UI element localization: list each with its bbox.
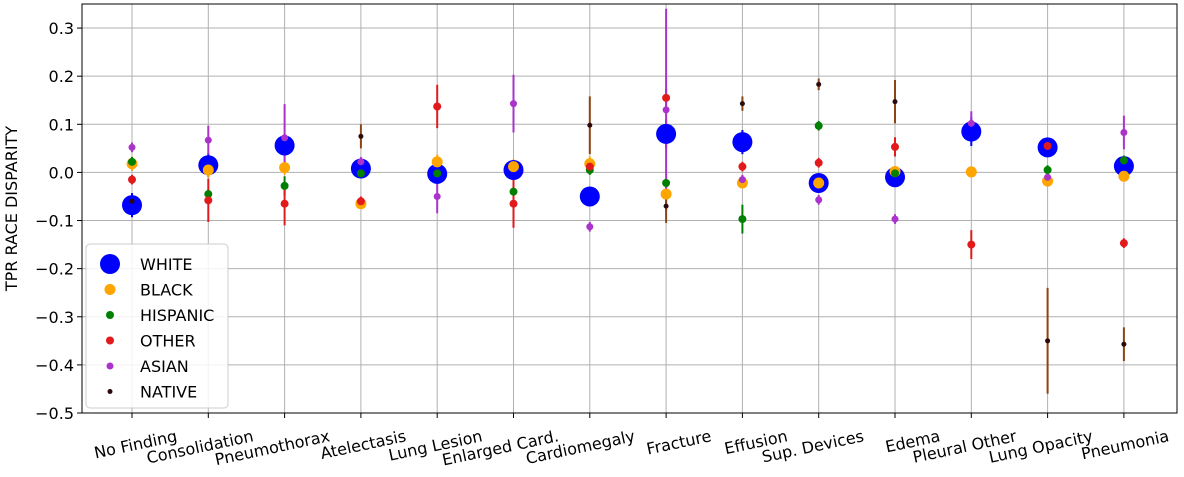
legend-marker-other bbox=[106, 336, 114, 345]
point-black bbox=[1118, 170, 1130, 182]
point-asian bbox=[586, 223, 594, 231]
legend-marker-asian bbox=[106, 362, 114, 370]
point-black bbox=[813, 177, 825, 189]
point-white bbox=[579, 186, 600, 207]
point-asian bbox=[738, 176, 746, 184]
point-native bbox=[739, 101, 745, 107]
point-native bbox=[129, 198, 135, 204]
point-asian bbox=[433, 192, 441, 200]
legend-label-hispanic: HISPANIC bbox=[140, 306, 214, 325]
point-native bbox=[1121, 341, 1127, 347]
point-white bbox=[1113, 156, 1134, 177]
point-other bbox=[585, 162, 594, 171]
point-asian bbox=[357, 158, 365, 166]
point-native bbox=[663, 203, 669, 209]
legend-label-other: OTHER bbox=[140, 332, 196, 351]
legend-label-asian: ASIAN bbox=[140, 357, 189, 376]
point-asian bbox=[128, 143, 136, 151]
point-hispanic bbox=[204, 190, 213, 199]
y-tick-label: 0.2 bbox=[49, 67, 74, 86]
point-other bbox=[1119, 239, 1128, 248]
legend-label-white: WHITE bbox=[140, 255, 192, 274]
point-asian bbox=[815, 196, 823, 204]
point-other bbox=[814, 158, 823, 167]
point-black bbox=[508, 161, 519, 173]
point-asian bbox=[1120, 128, 1128, 136]
legend-marker-hispanic bbox=[106, 311, 114, 319]
point-asian bbox=[1044, 173, 1052, 181]
point-white bbox=[122, 195, 142, 216]
y-ticks: −0.5 −0.4 −0.3 −0.2 −0.1 0.0 0.1 0.2 0.3 bbox=[35, 19, 82, 423]
point-asian bbox=[891, 215, 899, 223]
point-hispanic bbox=[356, 169, 365, 178]
legend-label-native: NATIVE bbox=[140, 383, 197, 402]
point-asian bbox=[510, 100, 517, 108]
legend-label-black: BLACK bbox=[140, 281, 193, 300]
y-tick-label: 0.0 bbox=[49, 163, 74, 182]
point-black bbox=[965, 166, 977, 178]
point-other bbox=[662, 93, 671, 102]
legend-box bbox=[85, 243, 229, 409]
data-points bbox=[122, 81, 1134, 347]
point-native bbox=[358, 133, 364, 139]
point-other bbox=[967, 240, 976, 249]
point-black bbox=[202, 164, 214, 176]
point-hispanic bbox=[814, 121, 823, 130]
error-bars bbox=[131, 8, 1125, 394]
point-asian bbox=[967, 119, 975, 127]
point-black bbox=[279, 162, 291, 174]
y-axis-label: TPR RACE DISPARITY bbox=[2, 126, 21, 293]
legend-marker-black bbox=[104, 284, 116, 295]
point-hispanic bbox=[1119, 156, 1128, 165]
x-tick-label: Fracture bbox=[645, 426, 713, 458]
point-asian bbox=[662, 106, 670, 114]
point-other bbox=[356, 197, 365, 206]
y-tick-label: −0.2 bbox=[35, 260, 74, 279]
point-other bbox=[1043, 141, 1052, 150]
y-tick-label: 0.3 bbox=[49, 19, 74, 38]
point-native bbox=[587, 122, 593, 128]
point-hispanic bbox=[1043, 166, 1052, 175]
point-hispanic bbox=[433, 169, 442, 178]
point-hispanic bbox=[891, 169, 899, 178]
point-native bbox=[816, 81, 822, 87]
point-native bbox=[892, 99, 898, 105]
point-white bbox=[274, 135, 295, 156]
point-other bbox=[280, 199, 289, 208]
y-tick-label: 0.1 bbox=[49, 115, 74, 134]
grid bbox=[82, 4, 1177, 414]
point-other bbox=[509, 199, 518, 208]
plot-frame bbox=[81, 3, 1178, 414]
legend-marker-native bbox=[107, 389, 113, 394]
point-native bbox=[1045, 338, 1051, 344]
point-other bbox=[128, 175, 136, 184]
y-tick-label: −0.4 bbox=[35, 356, 74, 375]
legend-marker-white bbox=[100, 254, 120, 274]
point-white bbox=[732, 132, 753, 153]
point-hispanic bbox=[738, 215, 747, 224]
point-black bbox=[660, 188, 672, 200]
point-other bbox=[738, 162, 747, 171]
point-other bbox=[204, 196, 213, 205]
point-asian bbox=[281, 134, 289, 142]
y-tick-label: −0.5 bbox=[35, 404, 74, 423]
point-other bbox=[433, 102, 442, 111]
point-white bbox=[961, 121, 982, 142]
y-tick-label: −0.1 bbox=[35, 212, 74, 231]
point-hispanic bbox=[280, 181, 289, 190]
y-tick-label: −0.3 bbox=[35, 308, 74, 327]
point-white bbox=[350, 158, 371, 179]
x-ticks: No FindingConsolidationPneumothoraxAtele… bbox=[92, 413, 1171, 470]
point-black bbox=[431, 156, 443, 168]
point-hispanic bbox=[662, 178, 671, 187]
x-tick-label: Pneumonia bbox=[1079, 426, 1170, 463]
point-other bbox=[891, 142, 899, 151]
point-hispanic bbox=[128, 157, 136, 166]
point-hispanic bbox=[509, 187, 518, 196]
point-asian bbox=[204, 136, 212, 144]
point-white bbox=[656, 123, 677, 144]
legend: WHITE BLACK HISPANIC OTHER ASIAN NATIVE bbox=[85, 243, 229, 409]
